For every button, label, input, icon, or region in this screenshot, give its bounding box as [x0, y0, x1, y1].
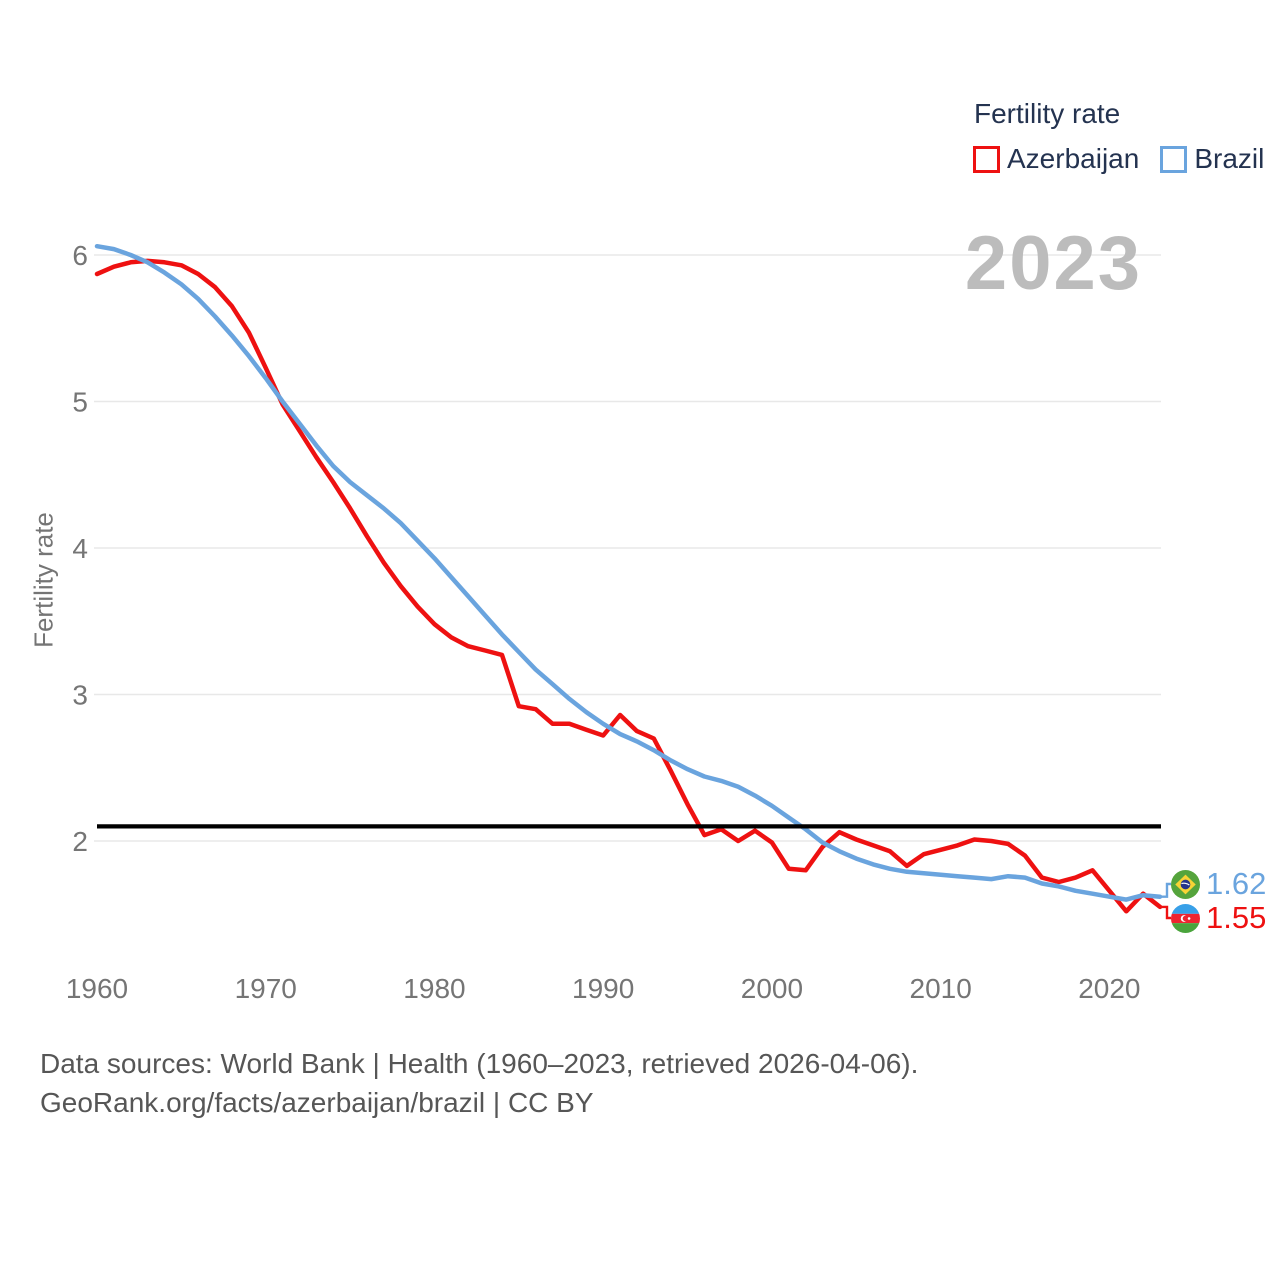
y-axis-title: Fertility rate [28, 512, 59, 648]
x-tick-label-2000: 2000 [741, 973, 803, 1004]
brazil-flag-icon [1171, 869, 1200, 899]
x-tick-label-2010: 2010 [910, 973, 972, 1004]
legend-item-brazil[interactable]: Brazil [1160, 143, 1264, 175]
x-tick-label-1970: 1970 [235, 973, 297, 1004]
legend-rows: Azerbaijan Brazil [973, 143, 1264, 175]
source-footer: Data sources: World Bank | Health (1960–… [40, 1044, 918, 1122]
azerbaijan-end-value: 1.55 [1206, 900, 1267, 935]
x-tick-label-2020: 2020 [1078, 973, 1140, 1004]
source-line: Data sources: World Bank | Health (1960–… [40, 1048, 919, 1079]
azerbaijan-label-connector [1159, 905, 1171, 920]
azerbaijan-swatch-icon [973, 145, 1000, 173]
y-tick-label-2: 2 [72, 826, 88, 857]
y-tick-label-4: 4 [72, 533, 88, 564]
brazil-label-connector [1159, 882, 1171, 898]
brazil-swatch-icon [1160, 145, 1188, 173]
azerbaijan-flag-icon [1171, 903, 1200, 933]
legend-label-azerbaijan: Azerbaijan [1007, 143, 1140, 174]
brazil-end-value: 1.62 [1206, 866, 1267, 901]
x-tick-label-1990: 1990 [572, 973, 634, 1004]
attribution-line: GeoRank.org/facts/azerbaijan/brazil | CC… [40, 1087, 594, 1118]
legend-item-azerbaijan[interactable]: Azerbaijan [973, 143, 1139, 175]
legend-label-brazil: Brazil [1194, 143, 1265, 174]
watermark-year: 2023 [964, 221, 1142, 306]
y-tick-label-5: 5 [72, 387, 88, 418]
x-tick-label-1980: 1980 [403, 973, 465, 1004]
azerbaijan-line [94, 258, 1163, 914]
legend-title: Fertility rate [974, 98, 1121, 129]
y-tick-label-3: 3 [72, 680, 88, 711]
y-tick-label-6: 6 [72, 240, 88, 271]
brazil-line [94, 243, 1163, 902]
x-tick-label-1960: 1960 [66, 973, 128, 1004]
legend: Fertility rate Azerbaijan Brazil [973, 98, 1264, 175]
